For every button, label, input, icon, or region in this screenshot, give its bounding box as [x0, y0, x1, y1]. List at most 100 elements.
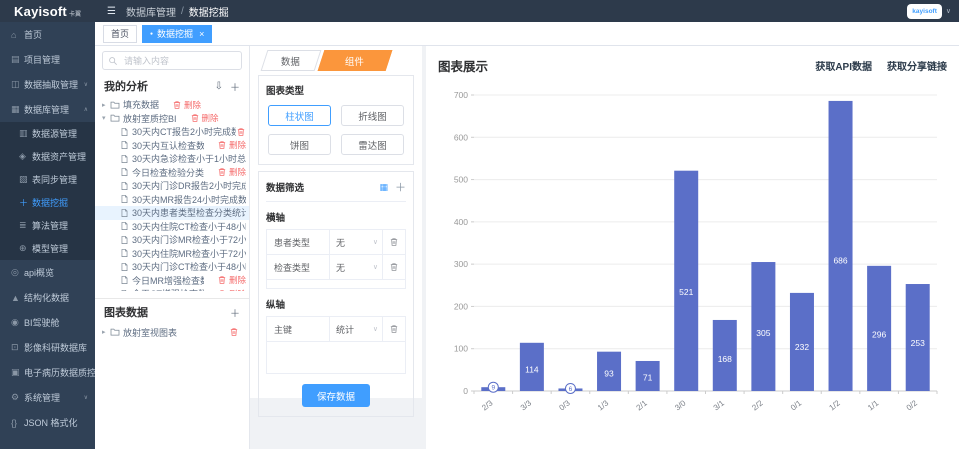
search-input[interactable] [122, 54, 236, 67]
tree-item[interactable]: 30天内急诊检查小于1小时总计 [95, 152, 249, 166]
sidebar-item-model-management[interactable]: ⊕ 模型管理 [0, 237, 95, 260]
extraction-icon: ◫ [11, 79, 20, 89]
tree-item[interactable]: 今日MR增强检查数 删除 [95, 274, 249, 288]
bar-value-label: 9 [491, 385, 495, 392]
chart-bar[interactable] [828, 100, 853, 392]
tree-item[interactable]: 30天内住院CT检查小于48小时总计 [95, 220, 249, 234]
tree-item-label: 30天内CT报告2小时完成数 [132, 127, 236, 138]
sidebar-item-project-management[interactable]: ▤ 项目管理 [0, 47, 95, 72]
bi-icon: ◉ [11, 317, 19, 327]
sidebar-item-label: 数据源管理 [32, 129, 78, 139]
delete-link[interactable]: 删除 [172, 99, 201, 111]
chart-bar[interactable] [519, 342, 544, 391]
sidebar-item-api-overview[interactable]: ◎ api概览 [0, 260, 95, 285]
tree-item[interactable]: 30天内门诊DR报告2小时完成数 [95, 179, 249, 193]
chart-data-item[interactable]: ▸ 放射室视图表 [95, 324, 249, 340]
delete-icon[interactable] [229, 327, 239, 337]
chevron-down-icon: ∨ [83, 395, 88, 401]
tree-item[interactable]: 30天内患者类型检查分类统计 [95, 206, 249, 220]
x-axis-agg-select[interactable]: 无 ∨ [329, 230, 382, 254]
user-badge[interactable]: kayisoft [907, 3, 942, 19]
chart-bar[interactable] [597, 351, 622, 391]
bar-value-label: 232 [795, 342, 809, 352]
y-axis-title: 纵轴 [266, 300, 286, 311]
delete-icon[interactable] [236, 127, 246, 137]
config-tab-组件[interactable]: 组件 [317, 50, 393, 71]
sidebar-item-json-format[interactable]: {} JSON 格式化 [0, 410, 95, 435]
tree-item-label: 30天内MR报告24小时完成数 [132, 194, 246, 205]
tab-首页[interactable]: 首页 [103, 24, 138, 43]
save-data-button[interactable]: 保存数据 [301, 384, 370, 407]
get-share-link[interactable]: 获取分享链接 [887, 62, 947, 73]
delete-field-icon[interactable] [382, 255, 405, 279]
sidebar-item-database-management[interactable]: ▦ 数据库管理 ∧ [0, 97, 95, 122]
delete-link[interactable]: 删除 [217, 139, 246, 151]
delete-link[interactable]: 删除 [190, 112, 219, 124]
sidebar-item-system-management[interactable]: ⚙ 系统管理 ∨ [0, 385, 95, 410]
delete-link[interactable]: 删除 [217, 274, 246, 286]
filter-table-icon[interactable]: ▦ [379, 181, 388, 192]
file-icon [120, 154, 129, 164]
tree-item[interactable]: ▾ 放射室质控BI 删除 [95, 112, 249, 126]
tree-item[interactable]: 今天CT增强检查数 删除 [95, 287, 249, 291]
sidebar-item-table-sync-management[interactable]: ▧ 表同步管理 [0, 168, 95, 191]
sidebar-item-data-mining[interactable]: ＋数据挖掘 [0, 191, 95, 214]
tree-item[interactable]: ▸ 填充数据 删除 [95, 98, 249, 112]
sidebar-item-bi-dashboard[interactable]: ◉ BI驾驶舱 [0, 310, 95, 335]
sidebar-item-emr-data-quality[interactable]: ▣ 电子病历数据质控 [0, 360, 95, 385]
sidebar-item-data-source-management[interactable]: ▥ 数据源管理 [0, 122, 95, 145]
sidebar-item-data-extraction-management[interactable]: ◫ 数据抽取管理 ∨ [0, 72, 95, 97]
breadcrumb-parent[interactable]: 数据库管理 [125, 7, 176, 19]
chart-type-雷达图[interactable]: 雷达图 [341, 134, 404, 155]
hamburger-menu-icon[interactable]: ☰ [107, 5, 116, 17]
delete-link[interactable]: 删除 [217, 166, 246, 178]
add-analysis-icon[interactable]: ＋ [230, 82, 240, 94]
sidebar-item-label: 首页 [24, 30, 43, 40]
tree-item[interactable]: 30天内MR报告24小时完成数 [95, 193, 249, 207]
add-chart-data-icon[interactable]: ＋ [230, 308, 240, 320]
user-caret-icon[interactable]: ∨ [945, 8, 951, 15]
file-icon [120, 235, 129, 245]
add-filter-icon[interactable]: ＋ [395, 182, 406, 194]
sidebar-item-structured-data[interactable]: ▲ 结构化数据 [0, 285, 95, 310]
sidebar-item-label: 影像科研数据库 [24, 343, 88, 353]
sidebar-item-algorithm-management[interactable]: ≣ 算法管理 [0, 214, 95, 237]
chart-bar[interactable] [867, 265, 892, 391]
get-api-data-link[interactable]: 获取API数据 [815, 62, 872, 73]
tree-item[interactable]: 今日检查检验分类统计 删除 [95, 166, 249, 180]
tree-item[interactable]: 30天内门诊CT检查小于48小时总计 [95, 260, 249, 274]
y-axis-agg-select[interactable]: 统计 ∨ [329, 317, 382, 341]
chart-bar[interactable] [751, 262, 776, 391]
tree-item[interactable]: 30天内住院MR检查小于72小时总计 [95, 247, 249, 261]
import-icon[interactable]: ⇩ [214, 80, 223, 92]
sidebar-item-home[interactable]: ⌂ 首页 [0, 22, 95, 47]
chart-bar[interactable] [674, 170, 699, 391]
x-axis-agg-select[interactable]: 无 ∨ [329, 255, 382, 279]
sidebar-item-imaging-research-database[interactable]: ⊡ 影像科研数据库 [0, 335, 95, 360]
chart-type-饼图[interactable]: 饼图 [268, 134, 331, 155]
chart-bar[interactable] [789, 292, 814, 391]
delete-field-icon[interactable] [382, 317, 405, 341]
tree-item[interactable]: 30天内门诊MR检查小于72小时总计 [95, 233, 249, 247]
tree-caret-icon: ▸ [102, 329, 106, 336]
chart-bar[interactable] [635, 360, 660, 391]
chart-type-柱状图[interactable]: 柱状图 [268, 105, 331, 126]
chart-bar[interactable] [905, 284, 930, 391]
tree-item[interactable]: 30天内CT报告2小时完成数 [95, 125, 249, 139]
tab-数据挖掘[interactable]: ● 数据挖掘 × [142, 24, 213, 43]
chart-bar[interactable] [712, 319, 737, 391]
tree-item[interactable]: 30天内互认检查数 删除 [95, 139, 249, 153]
folder-icon [110, 327, 120, 337]
delete-field-icon[interactable] [382, 230, 405, 254]
folder-icon [110, 100, 120, 110]
tab-close-icon[interactable]: × [199, 28, 205, 39]
chart-panel-title: 图表展示 [438, 60, 489, 74]
config-tab-数据[interactable]: 数据 [260, 50, 322, 71]
chart-type-title: 图表类型 [266, 86, 305, 97]
x-axis-row: 患者类型无 ∨ [267, 230, 405, 255]
sidebar-item-data-asset-management[interactable]: ◈ 数据资产管理 [0, 145, 95, 168]
delete-link[interactable]: 删除 [217, 288, 246, 291]
emr-icon: ▣ [11, 367, 20, 377]
chart-type-折线图[interactable]: 折线图 [341, 105, 404, 126]
